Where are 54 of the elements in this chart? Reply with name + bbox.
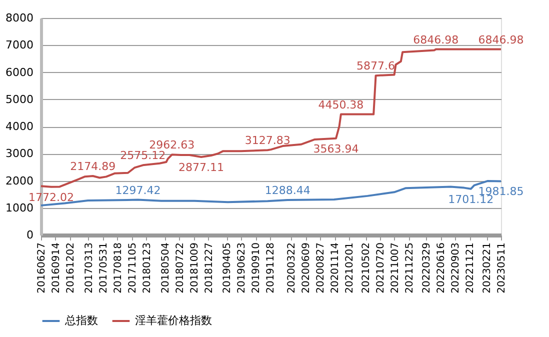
data-label: 2877.11 [178, 160, 224, 174]
y-tick-label: 7000 [6, 38, 34, 52]
x-tick-label: 20180504 [160, 242, 172, 294]
x-tick-label: 20210502 [361, 242, 372, 294]
x-tick-label: 20220329 [422, 242, 433, 294]
x-tick-label: 20230511 [496, 242, 508, 294]
x-tick-label: 20171105 [127, 242, 138, 294]
y-tick-label: 0 [26, 228, 34, 242]
data-label: 2962.63 [149, 138, 195, 152]
x-tick-label: 20201114 [330, 242, 342, 294]
x-tick-label: 20210720 [375, 242, 386, 294]
y-tick-label: 1000 [6, 201, 34, 214]
y-tick-label: 2000 [6, 174, 34, 188]
x-tick-label: 20160914 [50, 242, 62, 294]
data-label: 6846.98 [478, 33, 524, 46]
x-tick-label: 20161202 [65, 242, 76, 294]
data-label: 1297.42 [115, 184, 161, 197]
legend-label: 淫羊藿价格指数 [135, 314, 212, 327]
x-tick-label: 20230221 [482, 242, 494, 294]
x-tick-label: 20181227 [204, 242, 215, 294]
x-tick-label: 20200322 [286, 242, 298, 294]
x-tick-label: 20180123 [142, 242, 153, 294]
x-tick-label: 20180722 [174, 242, 186, 294]
x-tick-label: 20170531 [98, 242, 110, 294]
data-label: 1772.02 [28, 190, 74, 204]
x-tick-label: 20181009 [189, 242, 200, 294]
legend-label: 总指数 [64, 314, 98, 327]
y-tick-label: 5000 [6, 92, 34, 106]
data-label: 1288.44 [264, 184, 310, 198]
data-label: 3127.83 [244, 134, 290, 148]
data-label: 2174.89 [70, 160, 116, 174]
x-tick-label: 20211225 [404, 242, 416, 294]
x-tick-label: 20200609 [301, 242, 312, 294]
x-tick-label: 20220903 [450, 242, 462, 294]
y-tick-label: 6000 [6, 66, 34, 79]
x-tick-label: 20191128 [265, 242, 276, 294]
y-tick-label: 4000 [6, 120, 34, 133]
x-tick-label: 20190405 [222, 242, 234, 294]
x-tick-label: 20211007 [390, 242, 401, 294]
x-tick-label: 20200827 [316, 242, 327, 294]
x-tick-label: 20170313 [84, 242, 95, 294]
data-label: 6846.98 [413, 33, 459, 46]
x-tick-label: 20220616 [436, 242, 448, 294]
x-tick-label: 20190623 [236, 242, 248, 294]
y-tick-label: 3000 [6, 147, 34, 160]
data-label: 5877.6 [356, 60, 396, 73]
x-tick-label: 20170818 [112, 242, 124, 294]
y-tick-label: 8000 [6, 12, 34, 24]
data-label: 4450.38 [318, 98, 364, 112]
x-tick-label: 20160627 [36, 242, 48, 294]
x-tick-label: 20210201 [344, 242, 356, 294]
x-tick-label: 20221121 [465, 242, 476, 294]
data-label: 3563.94 [313, 142, 359, 156]
x-tick-label: 20190910 [251, 242, 262, 294]
